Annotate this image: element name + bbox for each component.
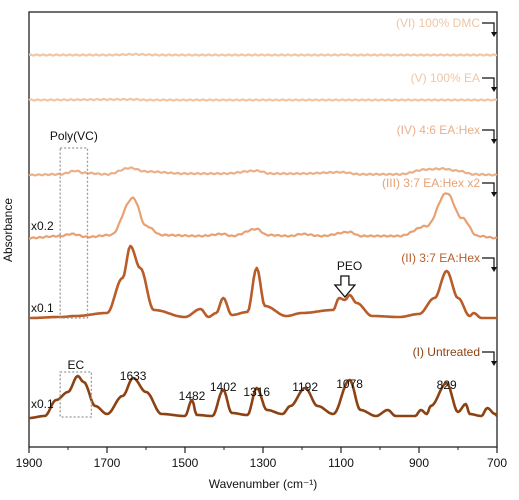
label-arrow-icon (482, 257, 495, 270)
peak-label: 1402 (210, 380, 237, 394)
arrowhead-icon (491, 361, 497, 366)
x-tick-label: 1500 (172, 456, 199, 470)
ec-box (59, 371, 93, 418)
polyvc-box (59, 147, 89, 319)
label-arrow-icon (482, 77, 495, 90)
arrowhead-icon (491, 139, 497, 144)
peak-label: 1078 (336, 377, 363, 391)
series-line-6 (29, 374, 498, 420)
series-label: (VI) 100% DMC (396, 16, 480, 30)
arrowhead-icon (491, 32, 497, 37)
label-arrow-icon (482, 22, 495, 35)
x-axis-title: Wavenumber (cm⁻¹) (209, 477, 318, 491)
label-arrow-icon (482, 129, 495, 142)
peak-label: 1633 (120, 369, 147, 383)
x-tick-label: 1300 (250, 456, 277, 470)
series-label: (IV) 4:6 EA:Hex (397, 123, 480, 137)
arrowhead-icon (491, 87, 497, 92)
y-axis-title: Absorbance (1, 198, 15, 262)
polyvc-label: Poly(VC) (50, 129, 98, 143)
peak-label: 1482 (179, 389, 206, 403)
series-multiplier: x0.1 (31, 301, 54, 315)
arrowhead-icon (491, 192, 497, 197)
arrowhead-icon (491, 267, 497, 272)
peak-label: 1192 (292, 380, 318, 394)
peak-label: 829 (437, 378, 457, 392)
x-tick-label: 1900 (16, 456, 43, 470)
label-arrow-icon (482, 351, 495, 364)
series-label: (V) 100% EA (411, 71, 480, 85)
axes: 1900 1700 1500 1300 1100 900 700 Wavenumber (cm… (1, 11, 507, 491)
label-arrow-icon (482, 182, 495, 195)
series-label: (II) 3:7 EA:Hex (401, 251, 480, 265)
series-label: (I) Untreated (413, 345, 480, 359)
x-tick-label: 1700 (94, 456, 121, 470)
series-multiplier: x0.2 (31, 219, 54, 233)
traces (28, 52, 498, 420)
x-tick-label: 1100 (328, 456, 354, 470)
series-line-5 (29, 244, 497, 320)
series-line-1 (28, 52, 498, 57)
series-label: (III) 3:7 EA:Hex x2 (382, 176, 480, 190)
x-tick-label: 900 (409, 456, 429, 470)
series-multiplier: x0.1 (31, 397, 54, 411)
ec-label: EC (67, 358, 84, 372)
peo-arrow-icon (333, 275, 357, 299)
labels: (VI) 100% DMC (V) 100% EA (IV) 4:6 EA:Hex (… (31, 16, 497, 418)
series-line-4 (28, 192, 498, 240)
x-tick-label: 700 (487, 456, 507, 470)
peo-label: PEO (337, 259, 362, 273)
series-line-2 (28, 97, 498, 102)
peak-label: 1316 (243, 385, 270, 399)
series-line-3 (28, 166, 498, 177)
